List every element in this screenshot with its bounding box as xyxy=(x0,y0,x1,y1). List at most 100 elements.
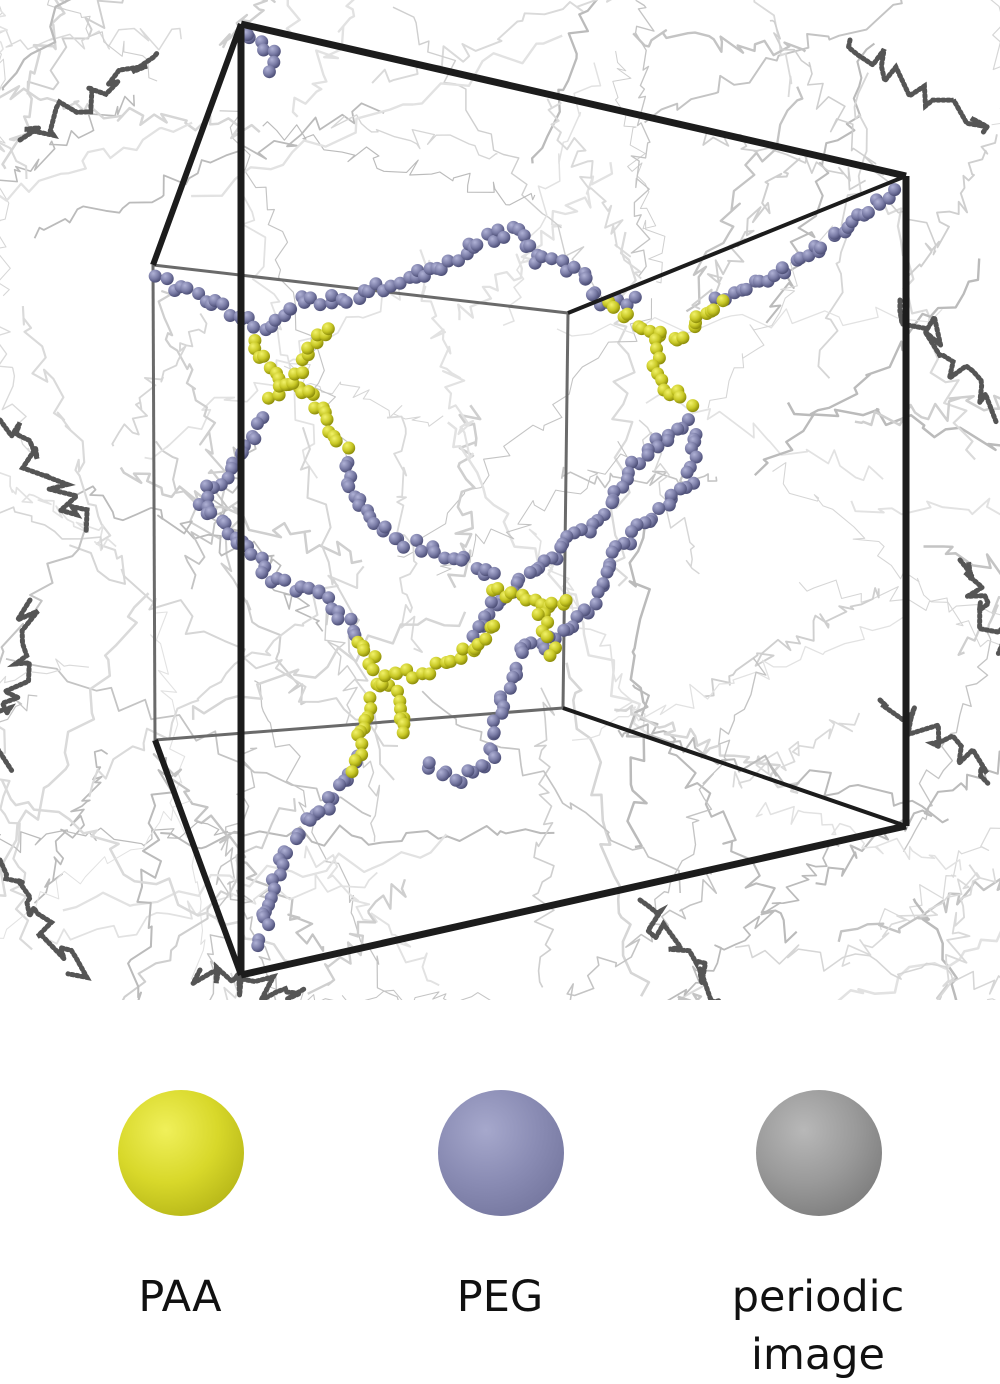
box-edge xyxy=(561,312,570,709)
monomer-bead xyxy=(422,756,436,770)
periodic-chain-strand xyxy=(798,579,1000,616)
monomer-bead xyxy=(519,593,533,607)
monomer-bead xyxy=(515,646,529,659)
monomer-bead xyxy=(331,612,345,626)
monomer-bead xyxy=(200,479,214,493)
monomer-bead xyxy=(441,254,455,268)
monomer-bead xyxy=(397,540,410,554)
monomer-bead xyxy=(655,373,669,387)
box-edge xyxy=(151,264,157,741)
periodic-chain-strand xyxy=(303,845,440,987)
periodic-chain-strand xyxy=(612,50,666,284)
periodic-chain-dark xyxy=(0,417,90,536)
monomer-bead xyxy=(302,385,316,398)
monomer-bead xyxy=(625,455,639,469)
periodic-chain-strand xyxy=(902,627,1000,853)
monomer-bead xyxy=(523,566,537,579)
periodic-chain-dark xyxy=(845,37,991,135)
monomer-bead xyxy=(535,250,549,264)
box-edge xyxy=(150,22,244,267)
monomer-bead xyxy=(570,610,584,624)
periodic-chain-strand xyxy=(957,595,1000,656)
monomer-bead xyxy=(686,399,700,413)
periodic-chain-strand xyxy=(986,998,997,1000)
monomer-bead xyxy=(707,303,720,317)
monomer-bead xyxy=(414,544,428,558)
monomer-bead xyxy=(567,260,581,274)
monomer-bead xyxy=(255,566,269,580)
monomer-bead xyxy=(449,773,463,787)
monomer-bead xyxy=(739,282,753,296)
monomer-bead xyxy=(283,302,297,316)
monomer-bead xyxy=(600,565,614,579)
monomer-bead xyxy=(680,465,694,479)
monomer-bead xyxy=(320,413,334,426)
monomer-bead xyxy=(303,813,317,827)
periodic-chain-dark xyxy=(877,697,991,786)
monomer-bead xyxy=(503,681,517,695)
periodic-chain-strand xyxy=(735,944,1000,995)
periodic-chain-strand xyxy=(990,0,1000,110)
monomer-bead xyxy=(348,754,362,767)
monomer-bead xyxy=(313,298,327,312)
monomer-bead xyxy=(180,281,194,295)
box-edge xyxy=(154,706,564,742)
periodic-chain-strand xyxy=(0,726,33,951)
periodic-chain-strand xyxy=(698,127,867,191)
periodic-chain-strand xyxy=(0,521,86,665)
paa-chain xyxy=(531,607,562,662)
periodic-chain-strand xyxy=(144,275,409,460)
monomer-bead xyxy=(390,667,404,681)
monomer-bead xyxy=(620,307,634,321)
monomer-bead xyxy=(676,331,690,345)
peg-chain xyxy=(241,28,281,79)
periodic-chain-strand xyxy=(755,801,962,871)
legend: PAA PEG periodic image xyxy=(0,1000,1000,1384)
box-edge xyxy=(562,706,907,828)
periodic-chain-strand xyxy=(652,657,767,923)
periodic-chain-strand xyxy=(0,5,11,297)
monomer-bead xyxy=(767,269,781,283)
monomer-bead xyxy=(888,183,902,197)
periodic-chain-strand xyxy=(392,6,609,309)
periodic-chain-strand xyxy=(772,462,1000,648)
monomer-bead xyxy=(775,261,789,275)
monomer-bead xyxy=(591,585,605,599)
periodic-chain-strand xyxy=(572,616,905,741)
monomer-bead xyxy=(250,417,264,430)
box-edge xyxy=(152,738,244,977)
monomer-bead xyxy=(342,441,356,455)
monomer-bead xyxy=(388,532,402,546)
monomer-bead xyxy=(589,597,603,611)
monomer-bead xyxy=(607,300,620,314)
legend-label-periodic-image: periodic image xyxy=(668,1268,968,1384)
monomer-bead xyxy=(357,643,371,657)
periodic-chain-strand xyxy=(1,0,69,170)
monomer-bead xyxy=(484,595,498,609)
monomer-bead xyxy=(689,450,703,464)
monomer-bead xyxy=(296,366,310,380)
monomer-bead xyxy=(472,620,486,634)
monomer-bead xyxy=(452,254,465,268)
periodic-chain-strand xyxy=(262,121,536,206)
periodic-chain-strand xyxy=(421,690,682,894)
periodic-chain-strand xyxy=(837,877,1000,943)
legend-item-paa: PAA xyxy=(30,1000,330,1384)
legend-label-line: PAA xyxy=(138,1272,222,1322)
monomer-bead xyxy=(290,832,303,846)
monomer-bead xyxy=(491,582,505,595)
monomer-bead xyxy=(201,490,215,504)
periodic-chain-strand xyxy=(923,545,1000,576)
periodic-chain-strand xyxy=(0,121,193,202)
periodic-chain-strand xyxy=(703,587,880,698)
simulation-box-render xyxy=(0,0,1000,1000)
periodic-chain-strand xyxy=(854,394,1000,427)
periodic-chain-strand xyxy=(203,494,324,632)
periodic-chain-strand xyxy=(685,86,804,313)
periodic-chain-strand xyxy=(912,898,959,1000)
peg-chain xyxy=(251,749,365,953)
monomer-bead xyxy=(487,566,501,580)
periodic-chain-strand xyxy=(850,497,1000,516)
periodic-chain-strand xyxy=(69,544,399,747)
periodic-chain-strand xyxy=(160,824,555,850)
